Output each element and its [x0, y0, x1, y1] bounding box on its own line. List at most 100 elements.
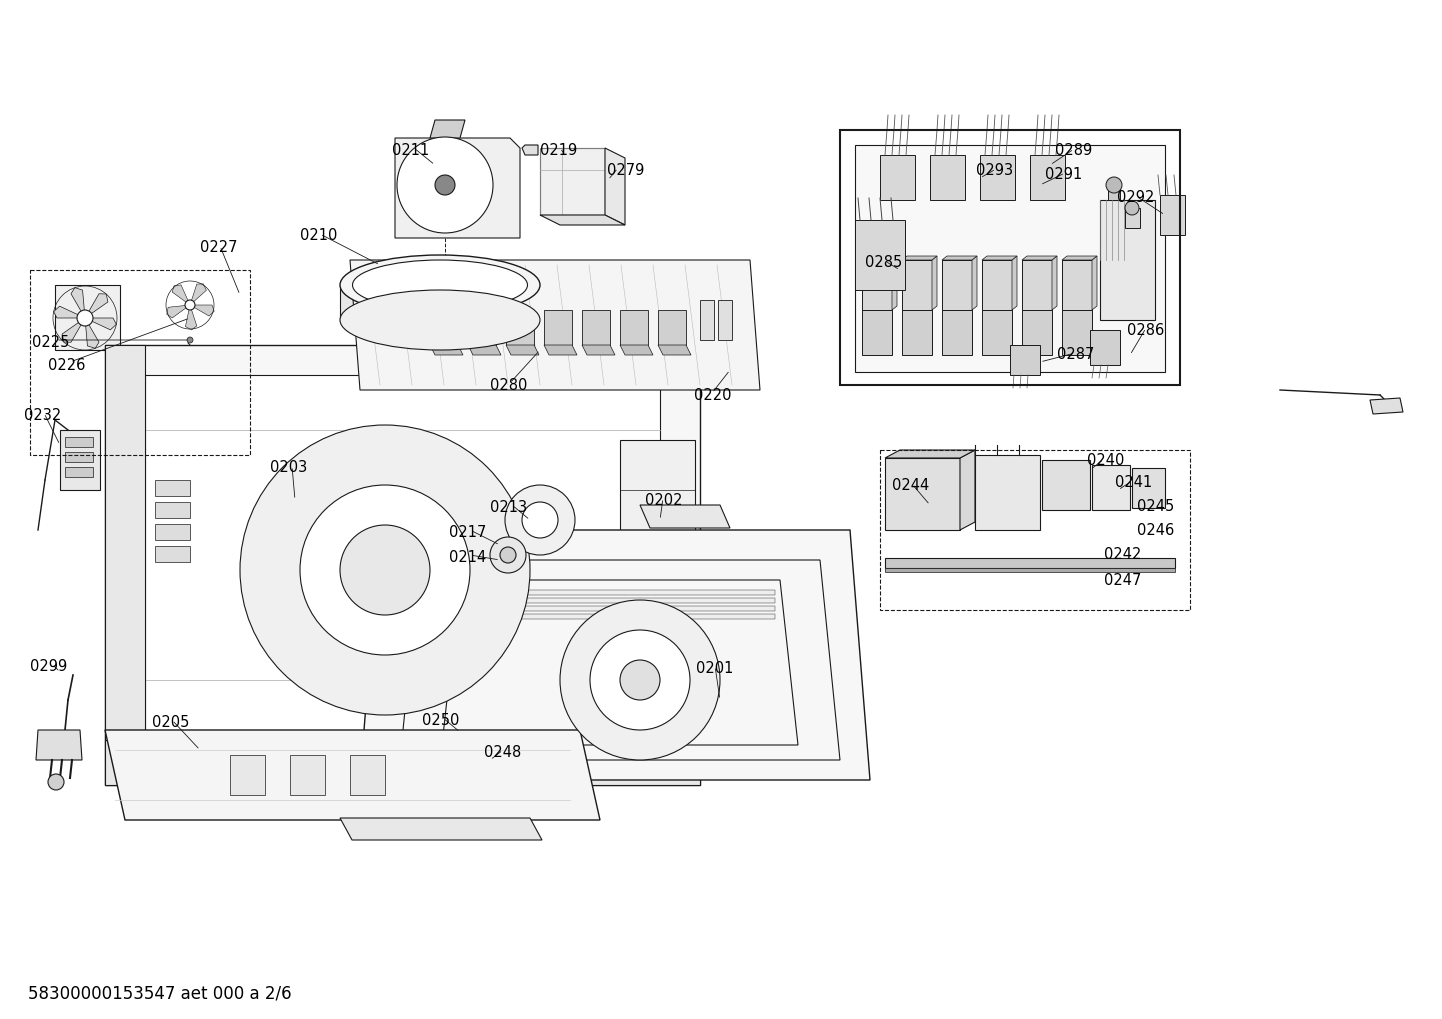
- Polygon shape: [61, 430, 99, 490]
- Text: 0245: 0245: [1136, 499, 1174, 514]
- Polygon shape: [539, 215, 624, 225]
- Circle shape: [239, 425, 531, 715]
- Polygon shape: [981, 155, 1015, 200]
- Polygon shape: [699, 300, 714, 340]
- Polygon shape: [544, 310, 572, 345]
- Polygon shape: [190, 305, 215, 316]
- Polygon shape: [658, 310, 686, 345]
- Text: 0250: 0250: [423, 713, 460, 728]
- Polygon shape: [1022, 256, 1057, 260]
- Polygon shape: [1370, 398, 1403, 414]
- Text: 0213: 0213: [490, 500, 528, 515]
- Polygon shape: [903, 256, 937, 260]
- Bar: [154, 502, 190, 518]
- Polygon shape: [412, 159, 446, 185]
- Bar: [65, 452, 92, 462]
- Polygon shape: [105, 345, 699, 785]
- Polygon shape: [885, 558, 1175, 568]
- Polygon shape: [1043, 460, 1090, 510]
- Text: 0201: 0201: [696, 661, 734, 676]
- Ellipse shape: [352, 260, 528, 310]
- Text: 0225: 0225: [32, 335, 69, 350]
- Bar: [435, 606, 774, 611]
- Polygon shape: [360, 530, 870, 780]
- Text: 0286: 0286: [1128, 323, 1164, 338]
- Polygon shape: [1061, 310, 1092, 355]
- Polygon shape: [105, 345, 146, 785]
- Polygon shape: [71, 287, 85, 318]
- Polygon shape: [407, 185, 446, 200]
- Text: 0287: 0287: [1057, 347, 1094, 362]
- Circle shape: [187, 337, 193, 343]
- Bar: [154, 524, 190, 540]
- Bar: [65, 467, 92, 477]
- Text: 58300000153547 aet 000 a 2/6: 58300000153547 aet 000 a 2/6: [27, 985, 291, 1003]
- Polygon shape: [885, 458, 960, 530]
- Circle shape: [559, 600, 720, 760]
- Polygon shape: [1125, 208, 1141, 228]
- Ellipse shape: [340, 290, 539, 350]
- Polygon shape: [942, 256, 978, 260]
- Bar: [65, 437, 92, 447]
- Bar: [880, 450, 1190, 610]
- Text: 0246: 0246: [1136, 523, 1174, 538]
- Text: 0220: 0220: [694, 388, 731, 403]
- Polygon shape: [903, 310, 932, 355]
- Polygon shape: [539, 148, 606, 215]
- Polygon shape: [172, 285, 190, 305]
- Polygon shape: [718, 300, 733, 340]
- Polygon shape: [903, 260, 932, 310]
- Polygon shape: [36, 730, 82, 760]
- Circle shape: [340, 525, 430, 615]
- Polygon shape: [1107, 185, 1120, 200]
- Circle shape: [185, 300, 195, 310]
- Polygon shape: [1009, 345, 1040, 375]
- Text: 0217: 0217: [448, 525, 486, 540]
- Polygon shape: [606, 148, 624, 225]
- Polygon shape: [469, 310, 496, 345]
- Text: 0299: 0299: [30, 659, 68, 674]
- Bar: [435, 590, 774, 595]
- Bar: [30, 270, 249, 455]
- Text: 0205: 0205: [151, 715, 189, 730]
- Polygon shape: [340, 818, 542, 840]
- Circle shape: [435, 175, 456, 195]
- Bar: [154, 480, 190, 496]
- Circle shape: [48, 774, 63, 790]
- Polygon shape: [539, 496, 557, 520]
- Polygon shape: [190, 284, 206, 305]
- Polygon shape: [538, 520, 548, 548]
- Polygon shape: [340, 285, 539, 320]
- Text: 0226: 0226: [48, 358, 85, 373]
- Polygon shape: [885, 568, 1175, 572]
- Polygon shape: [167, 305, 190, 318]
- Polygon shape: [982, 256, 1017, 260]
- Polygon shape: [85, 293, 108, 318]
- Circle shape: [76, 310, 92, 326]
- Polygon shape: [395, 138, 521, 238]
- Text: 0241: 0241: [1115, 475, 1152, 490]
- Polygon shape: [932, 256, 937, 310]
- Polygon shape: [893, 256, 897, 310]
- Circle shape: [620, 660, 660, 700]
- Polygon shape: [972, 256, 978, 310]
- Polygon shape: [85, 318, 99, 348]
- Polygon shape: [1100, 200, 1155, 320]
- Polygon shape: [942, 260, 972, 310]
- Polygon shape: [1053, 256, 1057, 310]
- Polygon shape: [862, 260, 893, 310]
- Polygon shape: [1092, 465, 1131, 510]
- Polygon shape: [960, 450, 975, 530]
- Text: 0292: 0292: [1118, 190, 1155, 205]
- Polygon shape: [430, 345, 463, 355]
- Text: 0291: 0291: [1045, 167, 1083, 182]
- Polygon shape: [350, 755, 385, 795]
- Polygon shape: [522, 145, 538, 155]
- Text: 0202: 0202: [645, 493, 682, 508]
- Polygon shape: [885, 450, 975, 458]
- Text: 0214: 0214: [448, 550, 486, 565]
- Polygon shape: [186, 305, 196, 330]
- Text: 0242: 0242: [1105, 547, 1142, 562]
- Polygon shape: [446, 185, 467, 220]
- Text: 0293: 0293: [976, 163, 1014, 178]
